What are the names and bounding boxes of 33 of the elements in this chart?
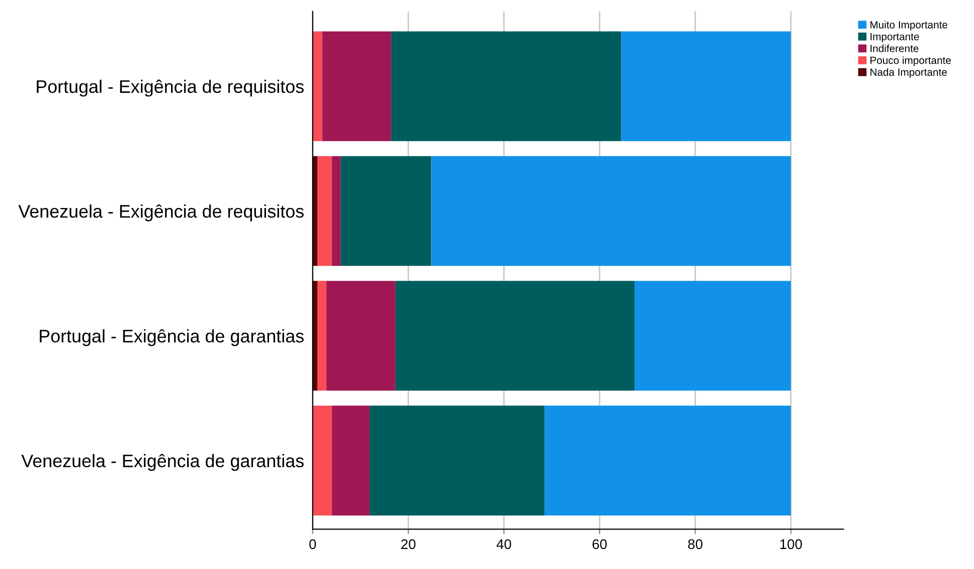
bar xyxy=(544,406,791,516)
bar xyxy=(370,406,545,516)
bar xyxy=(317,280,327,391)
bar xyxy=(322,31,392,142)
x-tick-label: 0 xyxy=(309,539,316,550)
bar xyxy=(312,406,332,516)
legend-label: Importante xyxy=(870,33,919,42)
x-tick-label: 20 xyxy=(401,539,416,550)
bar xyxy=(431,156,791,266)
x-tick-label: 100 xyxy=(780,539,802,550)
legend-label: Indiferente xyxy=(870,44,918,52)
legend-label: Muito Importante xyxy=(870,20,948,31)
bar xyxy=(312,156,318,266)
y-tick-label: Portugal - Exigência de requisitos xyxy=(36,80,304,97)
bar xyxy=(326,280,396,391)
bar xyxy=(317,156,332,266)
bar xyxy=(621,31,791,142)
y-tick-label: Portugal - Exigência de garantias xyxy=(40,329,304,346)
bar xyxy=(391,31,622,142)
bar xyxy=(312,31,322,142)
y-tick-label: Venezuela - Exigência de requisitos xyxy=(18,204,304,222)
bar xyxy=(332,156,341,266)
x-tick-label: 40 xyxy=(496,539,512,550)
bar xyxy=(312,280,318,391)
bar xyxy=(340,156,432,266)
legend-label: Nada Importante xyxy=(870,68,947,78)
bar xyxy=(332,406,370,516)
x-tick-label: 80 xyxy=(688,539,702,550)
bar xyxy=(634,280,791,391)
x-tick-label: 60 xyxy=(592,539,607,550)
bar xyxy=(395,280,634,391)
y-tick-label: Venezuela - Exigência de garantias xyxy=(21,454,304,471)
legend-label: Pouco importante xyxy=(870,56,951,66)
